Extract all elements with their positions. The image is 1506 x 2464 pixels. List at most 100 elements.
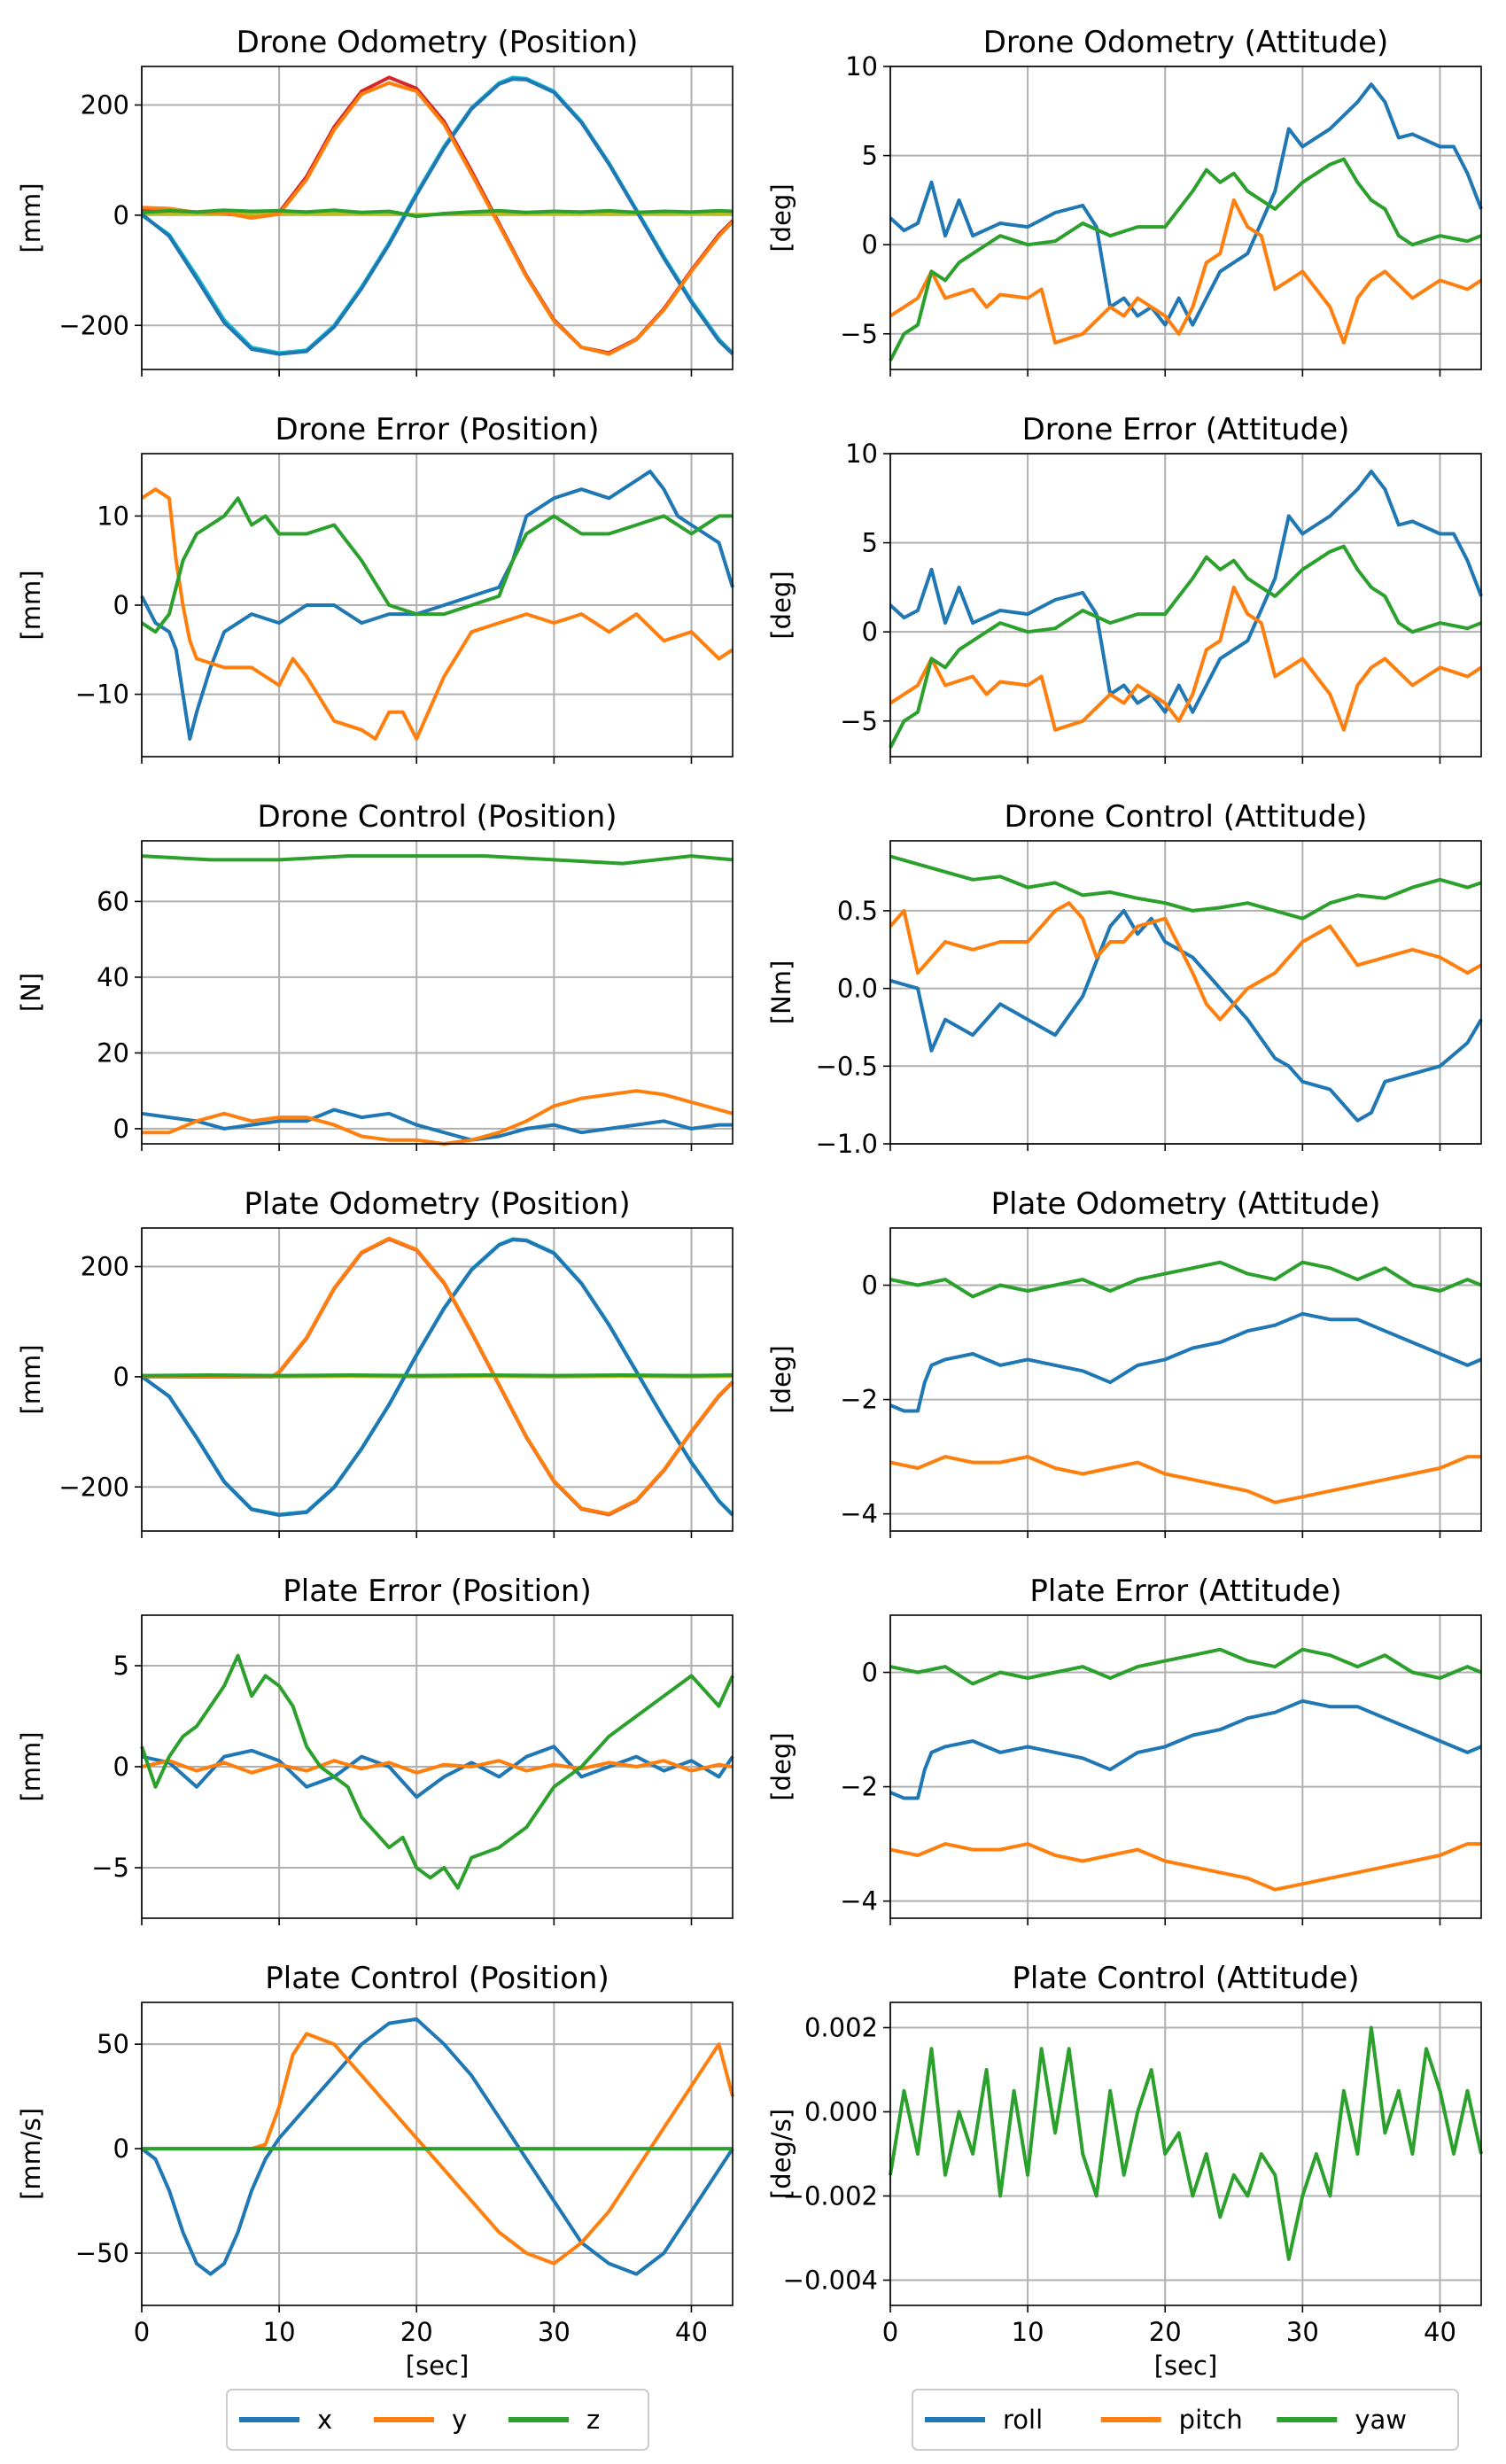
x-tick-label: 40 <box>675 2317 708 2347</box>
series-line-blue <box>141 1745 734 1799</box>
legend-label: z <box>586 2405 600 2435</box>
x-tick-label: 30 <box>538 2317 571 2347</box>
axes-frame <box>889 453 1482 758</box>
axes-frame <box>141 1227 734 1532</box>
legend-frame <box>226 2389 649 2451</box>
axes-frame <box>141 2002 734 2306</box>
subplot-plate-ctrl-att: 0 10 20 30 40 −0.004 −0.002 0.000 0.002 Plate Con… <box>766 1961 1483 2381</box>
y-tick-label: −5 <box>840 706 878 736</box>
y-axis-label: [Nm] <box>766 960 796 1025</box>
y-tick-label: 10 <box>97 501 129 531</box>
y-tick-label: 60 <box>97 886 129 916</box>
axes-frame <box>889 1227 1482 1532</box>
y-axis-label: [mm] <box>16 183 46 253</box>
x-tick-label: 10 <box>263 2317 296 2347</box>
subplot-plate-ctrl-pos: 0 10 20 30 40 −50 0 50 Plate Control (Position) [… <box>16 1961 734 2381</box>
series-line-orange <box>889 1842 1481 1892</box>
y-axis-label: [deg/s] <box>766 2109 796 2199</box>
axes-frame <box>889 840 1482 1145</box>
series-line-orange <box>141 81 734 356</box>
y-axis-label: [deg] <box>766 1345 796 1413</box>
subplot-title: Drone Control (Position) <box>257 799 617 835</box>
series-line-blue <box>889 470 1483 714</box>
subplot-title: Drone Odometry (Attitude) <box>983 25 1389 60</box>
x-tick-label: 0 <box>882 2317 898 2347</box>
y-tick-label: −0.5 <box>816 1051 878 1081</box>
subplot-title: Plate Error (Attitude) <box>1029 1574 1341 1609</box>
y-tick-label: 0.000 <box>804 2097 878 2127</box>
y-tick-label: −200 <box>58 310 129 340</box>
series-line-blue <box>141 1108 733 1142</box>
subplot-title: Drone Odometry (Position) <box>237 25 639 60</box>
series-line-blue <box>140 2017 734 2276</box>
subplot-title: Drone Error (Attitude) <box>1022 412 1350 447</box>
legend-label: x <box>317 2405 332 2435</box>
series-line-green <box>889 1647 1482 1686</box>
axes-frame <box>889 1614 1482 1919</box>
y-axis-label: [mm/s] <box>16 2108 46 2200</box>
subplot-title: Drone Error (Position) <box>275 412 599 447</box>
y-tick-label: 40 <box>97 962 129 992</box>
series-line-green <box>889 544 1482 749</box>
subplot-drone-err-att: −5 0 5 10 Drone Error (Attitude) [deg] <box>766 412 1483 764</box>
y-tick-label: −4 <box>840 1886 878 1916</box>
subplot-title: Plate Error (Position) <box>283 1574 591 1609</box>
series-line-green <box>889 157 1482 361</box>
y-tick-label: −5 <box>840 319 878 349</box>
subplot-drone-odom-att: −5 0 5 10 Drone Odometry (Attitude) [deg] <box>766 25 1483 377</box>
legend-label: yaw <box>1355 2405 1407 2435</box>
subplot-plate-odom-pos: −200 0 200 Plate Odometry (Position) [mm] <box>16 1186 734 1538</box>
series-line-orange <box>889 901 1482 1022</box>
y-axis-label: [mm] <box>16 1344 46 1414</box>
y-tick-label: −200 <box>58 1472 129 1502</box>
x-tick-label: 40 <box>1424 2317 1456 2347</box>
legend-label: pitch <box>1179 2405 1243 2435</box>
y-tick-label: 5 <box>862 528 878 558</box>
y-tick-label: 0.5 <box>837 896 878 926</box>
y-tick-label: 0 <box>113 1114 129 1144</box>
subplot-drone-ctrl-pos: 0 20 40 60 Drone Control (Position) [N] <box>16 799 734 1151</box>
y-tick-label: 0 <box>113 2134 129 2164</box>
y-tick-label: −2 <box>840 1385 878 1415</box>
y-tick-label: 0 <box>862 1271 878 1301</box>
series-line-blue <box>889 908 1483 1123</box>
y-tick-label: 50 <box>97 2029 129 2059</box>
subplot-plate-odom-att: −4 −2 0 Plate Odometry (Attitude) [deg] <box>766 1186 1482 1538</box>
axes-frame <box>889 66 1482 370</box>
y-tick-label: 10 <box>845 439 878 469</box>
subplot-title: Plate Odometry (Attitude) <box>991 1186 1381 1222</box>
subplot-title: Plate Control (Attitude) <box>1012 1961 1359 1996</box>
series-line-orange <box>141 1759 734 1775</box>
y-tick-label: −50 <box>75 2238 129 2268</box>
y-axis-label: [deg] <box>766 571 796 639</box>
series-line-orange <box>142 1089 734 1146</box>
series-line-orange <box>889 198 1483 345</box>
x-tick-label: 0 <box>134 2317 150 2347</box>
y-tick-label: 0 <box>113 1362 129 1392</box>
subplot-plate-err-att: −4 −2 0 Plate Error (Attitude) [deg] <box>766 1574 1482 1925</box>
y-tick-label: 0 <box>113 200 129 230</box>
subplot-drone-ctrl-att: −1.0 −0.5 0.0 0.5 Drone Control (Attitude) [N… <box>766 799 1483 1159</box>
x-tick-label: 30 <box>1286 2317 1319 2347</box>
series-line-orange <box>889 1455 1481 1504</box>
y-tick-label: −2 <box>840 1772 878 1802</box>
y-tick-label: 0 <box>862 1658 878 1688</box>
series-line-green <box>889 1260 1482 1299</box>
y-tick-label: −1.0 <box>816 1129 878 1159</box>
y-tick-label: 0.0 <box>837 974 878 1004</box>
y-tick-label: −5 <box>91 1853 129 1883</box>
series-line-green <box>141 208 734 219</box>
subplot-drone-odom-pos: −200 0 200 Drone Odometry (Position) [mm] <box>16 25 734 377</box>
legend-attitude: roll pitch yaw <box>912 2389 1459 2451</box>
series-line-blue <box>889 82 1483 327</box>
y-tick-label: 200 <box>81 90 129 120</box>
x-axis-label: [sec] <box>406 2351 470 2381</box>
y-tick-label: 200 <box>81 1252 129 1282</box>
series-line-green <box>889 854 1482 921</box>
legend-label: roll <box>1003 2405 1043 2435</box>
y-tick-label: −10 <box>75 680 129 710</box>
y-axis-label: [deg] <box>766 183 796 252</box>
y-axis-label: [mm] <box>16 1731 46 1801</box>
legend-label: y <box>452 2405 467 2435</box>
series-line-green <box>140 496 733 634</box>
